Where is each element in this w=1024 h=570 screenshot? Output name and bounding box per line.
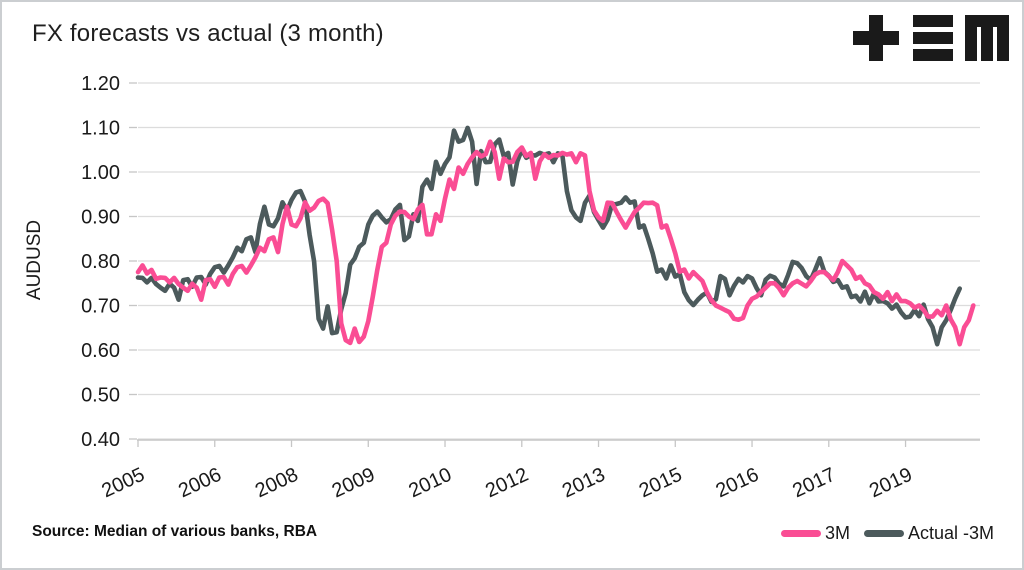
legend-label-3m: 3M	[824, 523, 850, 543]
series-line-actual-3m	[135, 125, 962, 347]
y-tick-label: 0.60	[81, 340, 120, 362]
chart-title: FX forecasts vs actual (3 month)	[32, 20, 384, 47]
x-tick-label: 2016	[713, 464, 763, 503]
x-tick-label: 2008	[252, 464, 302, 503]
y-tick-label: 0.40	[81, 429, 120, 451]
y-tick-label: 0.70	[81, 296, 120, 318]
x-tick-label: 2012	[482, 464, 532, 503]
tem-logo-icon	[853, 15, 1009, 61]
y-tick-label: 0.80	[81, 251, 120, 273]
legend: 3M Actual -3M	[780, 523, 994, 544]
y-tick-label: 1.20	[81, 73, 120, 95]
x-tick-label: 2019	[866, 464, 916, 503]
y-tick-label: 0.50	[81, 385, 120, 407]
legend-swatch-3m	[780, 530, 821, 537]
x-tick-label: 2005	[98, 464, 148, 503]
legend-swatch-actual-3m	[863, 530, 904, 537]
x-tick-label: 2009	[329, 464, 379, 503]
y-tick-label: 1.00	[81, 162, 120, 184]
legend-label-actual-3m: Actual -3M	[907, 523, 994, 543]
legend-item-3m: 3M	[780, 523, 850, 544]
x-tick-label: 2017	[789, 464, 839, 503]
y-tick-label: 1.10	[81, 118, 120, 140]
legend-item-actual-3m: Actual -3M	[863, 523, 994, 544]
x-tick-label: 2006	[175, 464, 225, 503]
y-tick-label: 0.90	[81, 207, 120, 229]
x-tick-label: 2013	[559, 464, 609, 503]
y-axis-label: AUDUSD	[24, 220, 45, 300]
series-line-3m	[135, 139, 976, 347]
x-tick-label: 2010	[406, 464, 456, 503]
tem-logo	[853, 15, 1009, 61]
source-note: Source: Median of various banks, RBA	[32, 523, 318, 540]
x-tick-label: 2015	[636, 464, 686, 503]
